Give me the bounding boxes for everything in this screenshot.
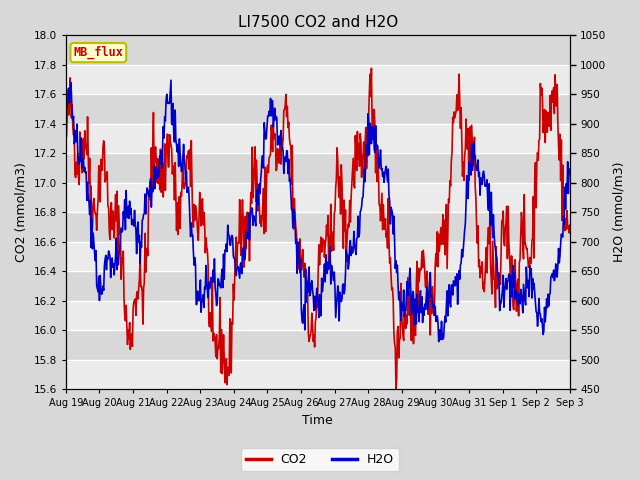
Title: LI7500 CO2 and H2O: LI7500 CO2 and H2O [237,15,398,30]
H2O [566,171,573,177]
H2O [123,211,131,217]
CO2 [123,321,131,326]
Y-axis label: H2O (mmol/m3): H2O (mmol/m3) [612,162,625,263]
X-axis label: Time: Time [303,414,333,427]
Bar [66,183,570,212]
CO2 [62,134,70,140]
CO2 [392,386,400,392]
CO2 [201,219,209,225]
Bar [66,212,570,241]
Bar [66,36,570,65]
H2O [394,282,402,288]
Bar [66,124,570,153]
Bar [66,330,570,360]
H2O [175,164,182,169]
Text: MB_flux: MB_flux [74,46,124,59]
CO2 [367,65,375,71]
H2O [435,339,442,345]
CO2 [71,172,79,178]
Bar [66,271,570,300]
H2O [62,96,70,102]
CO2 [174,231,182,237]
Bar [66,94,570,124]
Bar [66,241,570,271]
Bar [66,300,570,330]
H2O [202,286,209,292]
Bar [66,65,570,94]
Bar [66,360,570,389]
Legend: CO2, H2O: CO2, H2O [241,448,399,471]
H2O [167,77,175,83]
Y-axis label: CO2 (mmol/m3): CO2 (mmol/m3) [15,162,28,262]
CO2 [380,202,387,207]
H2O [71,137,79,143]
Line: H2O: H2O [66,80,570,342]
Bar [66,153,570,183]
Line: CO2: CO2 [66,68,570,389]
H2O [380,169,387,175]
CO2 [566,222,573,228]
CO2 [395,355,403,361]
